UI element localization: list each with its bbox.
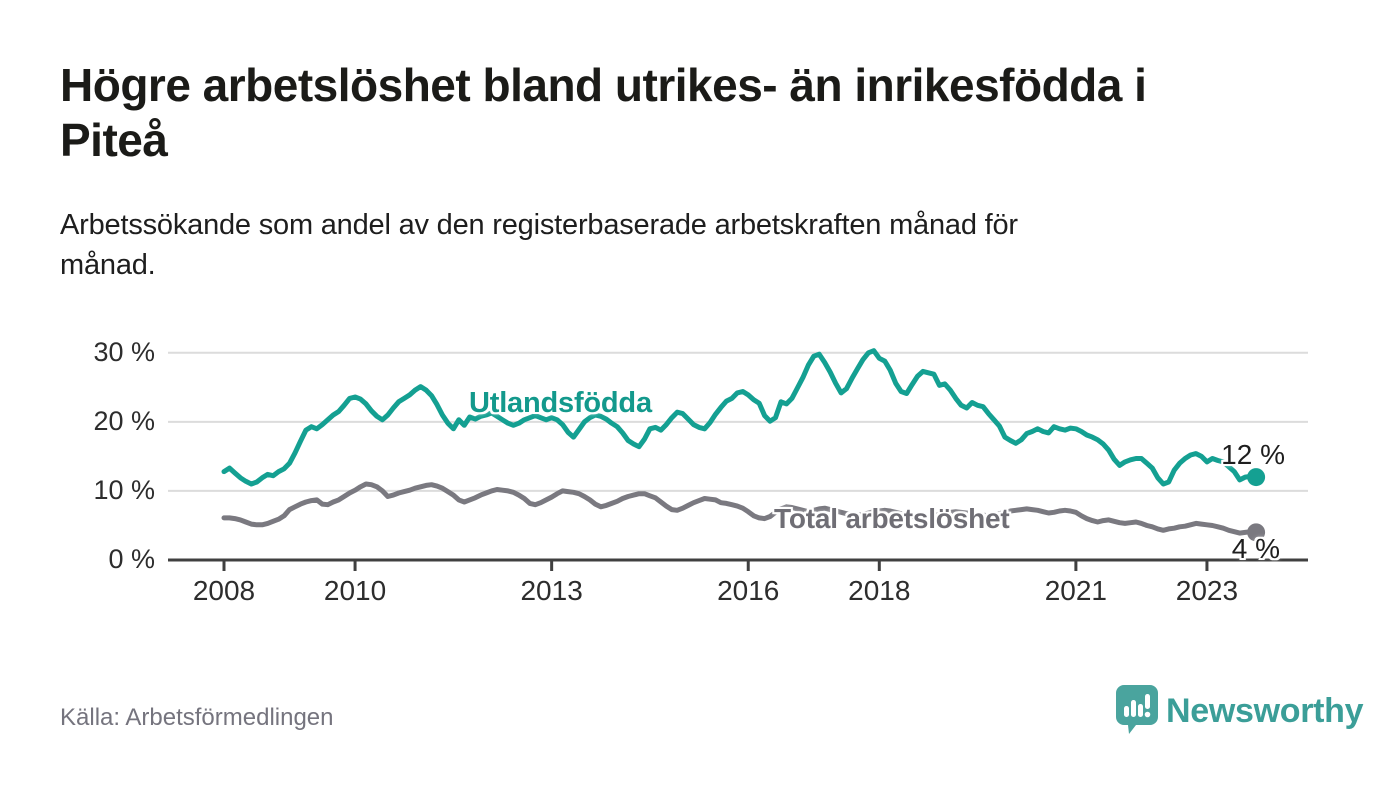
source-note: Källa: Arbetsförmedlingen [60, 704, 334, 731]
series-line-1 [221, 481, 1259, 536]
series-label-utlandsfodda: Utlandsfödda [469, 387, 652, 419]
y-axis-label-20: 20 % [93, 405, 155, 436]
x-axis-label-2023: 2023 [1175, 575, 1239, 606]
page-subtitle-line-1: Arbetssökande som andel av den registerb… [60, 209, 1018, 241]
x-axis-label-2013: 2013 [520, 575, 583, 606]
y-axis-label-30: 30 % [93, 336, 155, 367]
y-axis-label-0: 0 % [108, 544, 155, 574]
end-value-label-utlandsfodda: 12 % [1221, 439, 1285, 470]
x-axis-label-2018: 2018 [848, 575, 911, 606]
x-axis-label-2016: 2016 [717, 575, 780, 606]
end-value-label-total-arbetsloshet: 4 % [1231, 533, 1280, 564]
page-title: Högre arbetslöshet bland utrikes- än inr… [60, 58, 1360, 168]
y-axis-label-10: 10 % [93, 474, 155, 505]
series-label-total-arbetsloshet: Total arbetslöshet [774, 503, 1010, 534]
x-axis-label-2010: 2010 [323, 575, 387, 606]
series-end-dot-1 [1247, 523, 1266, 542]
page-subtitle-line-2: månad. [60, 249, 156, 281]
x-axis-label-2008: 2008 [192, 575, 256, 606]
page-subtitle: Arbetssökande som andel av den registerb… [60, 205, 1360, 285]
x-axis-label-2021: 2021 [1044, 575, 1108, 606]
newsworthy-logo-text: Newsworthy [1166, 692, 1364, 730]
page-title-line-1: Högre arbetslöshet bland utrikes- än inr… [60, 59, 1147, 111]
page-title-line-2: Piteå [60, 114, 168, 166]
newsworthy-logo-icon [1116, 685, 1158, 734]
series-end-dot-0 [1247, 468, 1266, 487]
series-line-0 [221, 348, 1259, 487]
